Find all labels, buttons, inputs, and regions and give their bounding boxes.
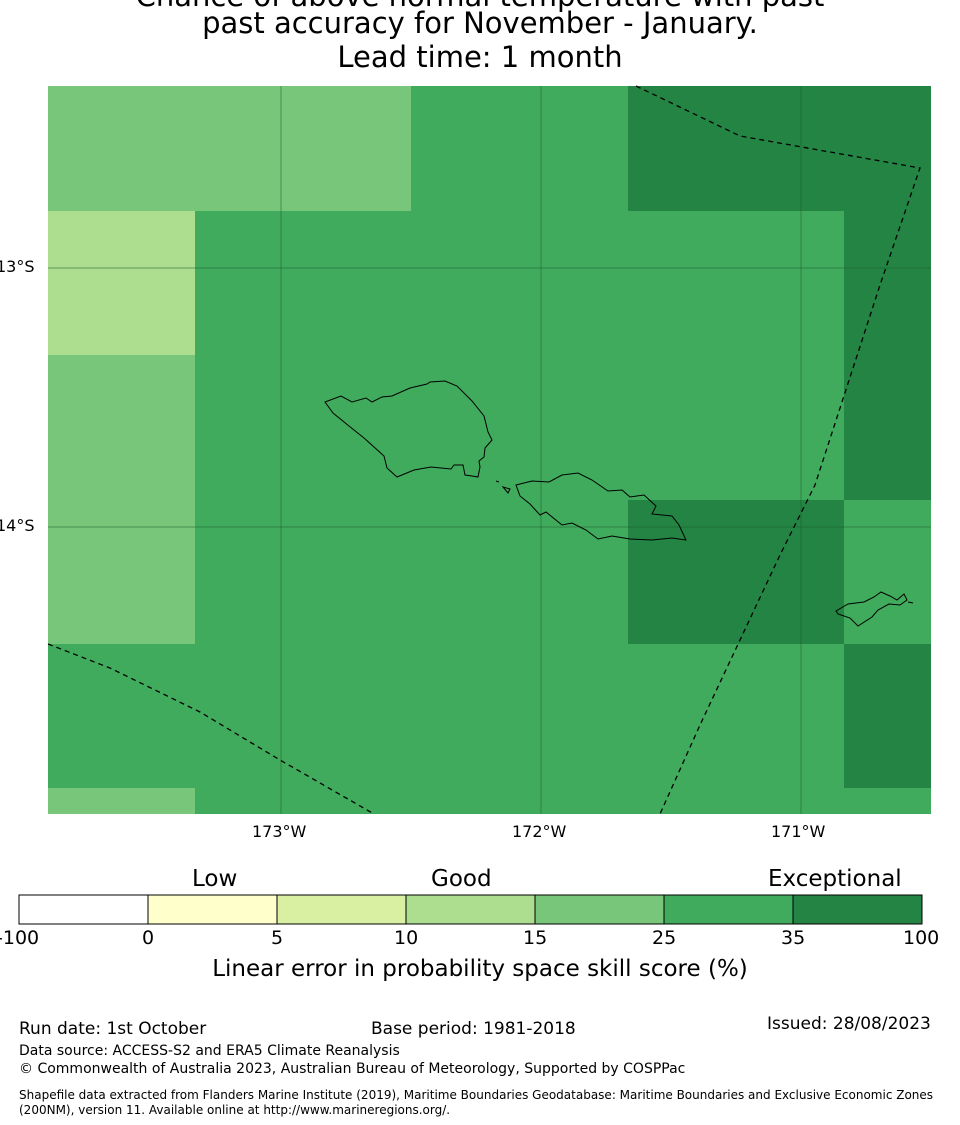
base-period: Base period: 1981-2018 (371, 1019, 576, 1039)
shapefile-note: Shapefile data extracted from Flanders M… (19, 1088, 934, 1117)
grid-cell-se-corner (844, 644, 931, 788)
aunuu-island-outline (907, 601, 914, 604)
map-title-line-1: Chance of above normal temperature with … (0, 0, 960, 13)
grid-cell-ne (628, 86, 931, 211)
colorbar (18, 894, 923, 925)
data-source: Data source: ACCESS-S2 and ERA5 Climate … (19, 1043, 400, 1059)
legend-category-good: Good (431, 866, 492, 892)
grid-cell-se-dark (628, 500, 844, 644)
colorbar-tick: 10 (394, 927, 419, 949)
issued-date: Issued: 28/08/2023 (767, 1014, 931, 1034)
colorbar-tick: 5 (271, 927, 284, 949)
grid-cell-nw (48, 86, 411, 211)
coastlines (324, 380, 914, 627)
legend-category-low: Low (192, 866, 238, 892)
colorbar-tick: 25 (652, 927, 677, 949)
lon-label-173w: 173°W (252, 822, 307, 841)
eez-boundary-east (635, 85, 921, 815)
graticule (48, 86, 931, 814)
colorbar-segment (405, 894, 536, 925)
legend-category-exceptional: Exceptional (768, 866, 902, 892)
colorbar-tick: 15 (523, 927, 548, 949)
lon-label-172w: 172°W (512, 822, 567, 841)
eez-boundaries (47, 85, 921, 815)
run-date: Run date: 1st October (19, 1019, 207, 1039)
lon-label-171w: 171°W (771, 822, 826, 841)
grid-cell-west-mid (48, 355, 195, 644)
colorbar-label: Linear error in probability space skill … (212, 956, 748, 982)
map-title-line-2: past accuracy for November - January. (202, 6, 758, 40)
colorbar-segment (534, 894, 665, 925)
colorbar-segment (18, 894, 149, 925)
grid-cell-sw-corner (48, 788, 195, 814)
tutuila-island-outline (835, 591, 908, 627)
lat-label-13s: 13°S (0, 257, 35, 276)
colorbar-tick: 35 (781, 927, 806, 949)
colorbar-tick: -100 (0, 927, 40, 949)
upolu-island-outline (515, 472, 687, 541)
grid-cell-west-light (48, 211, 195, 355)
colorbar-segment (792, 894, 923, 925)
eez-boundary-south (47, 643, 375, 815)
colorbar-tick: 100 (903, 927, 940, 949)
apolima-island-outline (495, 480, 500, 483)
colorbar-tick: 0 (142, 927, 155, 949)
colorbar-segment (276, 894, 407, 925)
map-title-line-3: Lead time: 1 month (337, 40, 623, 74)
lat-label-14s: 14°S (0, 516, 35, 535)
grid-cell-east-strip (844, 211, 931, 500)
copyright-notice: © Commonwealth of Australia 2023, Austra… (19, 1061, 686, 1077)
colorbar-segment (663, 894, 794, 925)
manono-island-outline (501, 486, 511, 494)
colorbar-segment (147, 894, 278, 925)
skill-grid-cells (48, 86, 931, 814)
savaii-island-outline (324, 380, 493, 478)
